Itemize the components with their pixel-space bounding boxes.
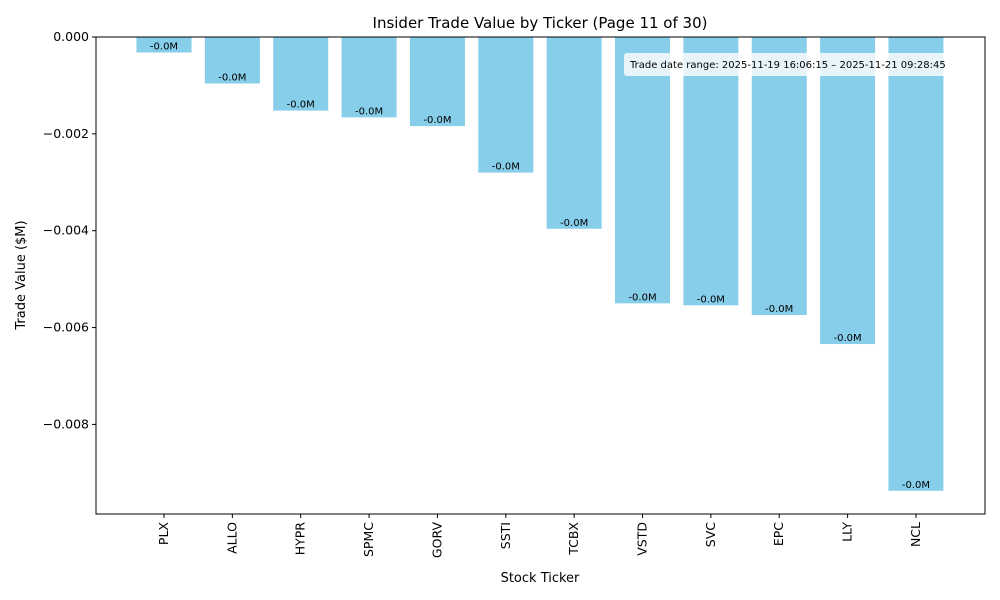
- x-tick-label: HYPR: [293, 522, 308, 556]
- bar-epc: [751, 37, 807, 315]
- x-tick-label: SVC: [703, 522, 718, 547]
- y-tick-label: −0.004: [43, 223, 89, 238]
- bar-labels-group: -0.0M -0.0M -0.0M -0.0M -0.0M -0.0M -0.0M -0.0M…: [150, 41, 930, 490]
- y-tick-label: −0.008: [43, 416, 89, 431]
- x-tick-label: PLX: [156, 522, 171, 546]
- y-axis-label: Trade Value ($M): [14, 220, 29, 330]
- bar-spmc: [341, 37, 397, 118]
- x-tick-label: NCL: [908, 522, 923, 547]
- bar-vstd: [615, 37, 671, 304]
- bar-data-label: -0.0M: [492, 162, 520, 173]
- x-axis-label: Stock Ticker: [501, 571, 580, 586]
- x-tick-label: TCBX: [566, 522, 581, 556]
- x-ticks-group: PLX ALLO HYPR SPMC GORV SSTI TCBX VSTD SVC EPC LLY…: [156, 514, 923, 558]
- x-tick-label: LLY: [840, 522, 855, 542]
- bar-data-label: -0.0M: [697, 294, 725, 305]
- x-tick-label: SSTI: [498, 522, 513, 549]
- annotation-background: [624, 53, 984, 76]
- bar-ssti: [478, 37, 534, 173]
- y-tick-label: −0.002: [43, 126, 89, 141]
- bar-ncl: [888, 37, 944, 491]
- bar-plx: [136, 37, 192, 53]
- chart-title: Insider Trade Value by Ticker (Page 11 o…: [373, 14, 708, 32]
- x-tick-label: SPMC: [361, 522, 376, 557]
- x-tick-label: GORV: [429, 522, 444, 559]
- y-ticks-group: 0.000 −0.002 −0.004 −0.006 −0.008: [43, 29, 96, 431]
- annotation-box: Trade date range: 2025-11-19 16:06:15 – …: [624, 53, 984, 76]
- bar-data-label: -0.0M: [834, 333, 862, 344]
- bar-gorv: [409, 37, 465, 127]
- x-tick-label: VSTD: [635, 522, 650, 556]
- bar-data-label: -0.0M: [150, 41, 178, 52]
- bar-data-label: -0.0M: [765, 304, 793, 315]
- x-tick-label: EPC: [771, 522, 786, 546]
- bar-data-label: -0.0M: [218, 72, 246, 83]
- bar-data-label: -0.0M: [902, 480, 930, 491]
- y-tick-label: −0.006: [43, 320, 89, 335]
- bar-lly: [820, 37, 876, 345]
- bar-allo: [204, 37, 260, 84]
- y-tick-label: 0.000: [53, 29, 89, 44]
- annotation-text: Trade date range: 2025-11-19 16:06:15 – …: [629, 60, 946, 71]
- bar-data-label: -0.0M: [287, 100, 315, 111]
- bar-hypr: [273, 37, 329, 111]
- bar-svc: [683, 37, 739, 306]
- bar-data-label: -0.0M: [423, 115, 451, 126]
- bars-group: [136, 37, 944, 491]
- bar-tcbx: [546, 37, 602, 229]
- bar-data-label: -0.0M: [560, 218, 588, 229]
- plot-frame: [95, 36, 986, 515]
- x-tick-label: ALLO: [224, 522, 239, 554]
- bar-data-label: -0.0M: [628, 292, 656, 303]
- bar-data-label: -0.0M: [355, 106, 383, 117]
